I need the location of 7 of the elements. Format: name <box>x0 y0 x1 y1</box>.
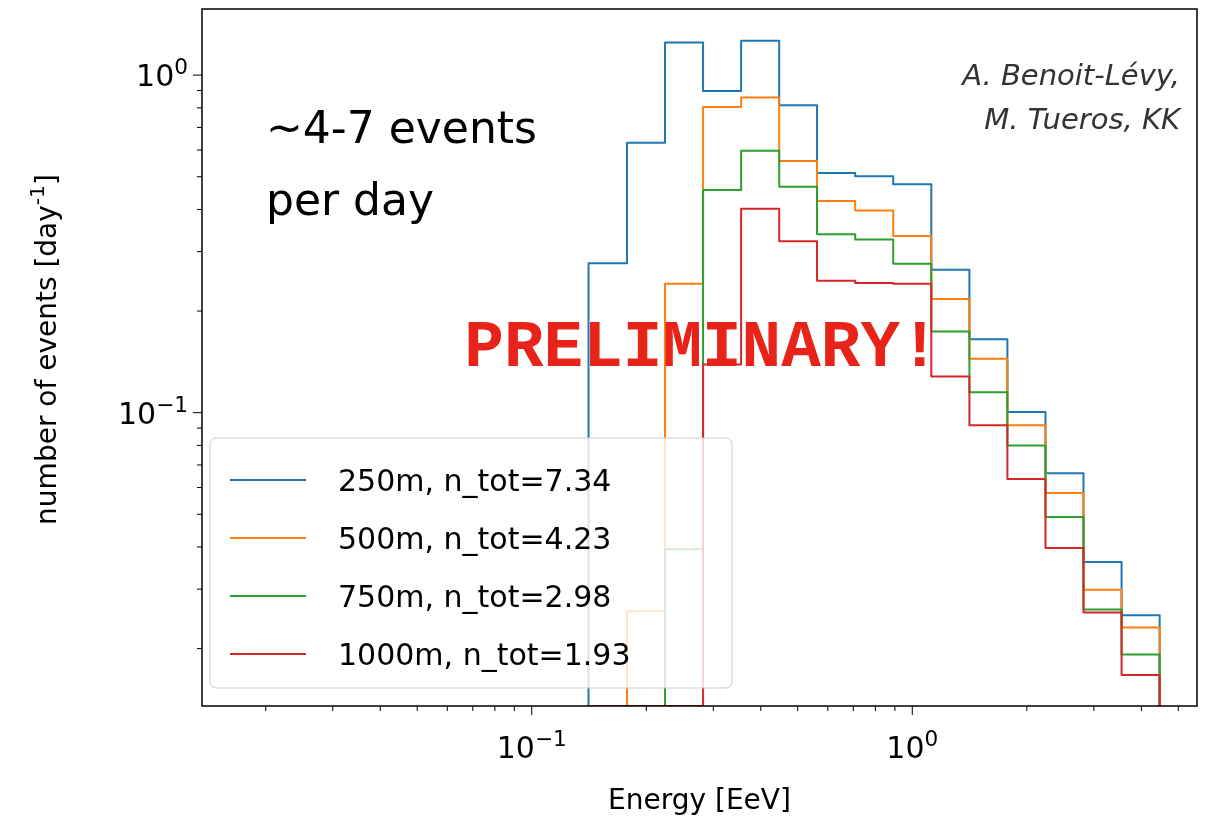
legend-label: 750m, n_tot=2.98 <box>338 579 612 614</box>
legend-label: 500m, n_tot=4.23 <box>338 521 612 556</box>
annotation: A. Benoit-Lévy, M. Tueros, KK <box>960 58 1182 136</box>
legend-label: 250m, n_tot=7.34 <box>338 463 612 498</box>
x-axis-title: Energy [EeV] <box>608 783 791 816</box>
legend-label: 1000m, n_tot=1.93 <box>338 637 631 672</box>
annotation: ~4-7 events per day <box>266 102 537 225</box>
